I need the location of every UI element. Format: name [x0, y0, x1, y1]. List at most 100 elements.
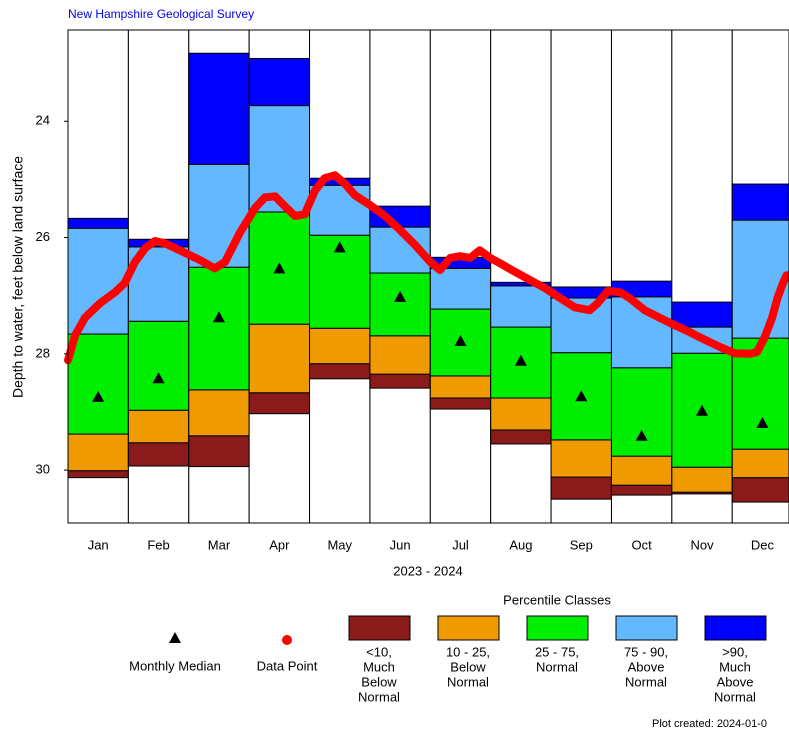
percentile-band: [309, 363, 371, 380]
legend-label: Normal: [625, 674, 667, 689]
x-tick-label: Dec: [751, 537, 775, 552]
median-marker: [92, 390, 105, 402]
chart-title: New Hampshire Geological Survey: [68, 7, 254, 21]
percentile-band: [731, 448, 789, 479]
percentile-band: [429, 267, 492, 310]
percentile-band: [731, 183, 789, 221]
percentile-band: [550, 476, 612, 500]
percentile-band: [188, 163, 250, 268]
plot-frame: [67, 29, 789, 524]
x-tick-label: Jul: [452, 537, 469, 552]
percentile-band: [248, 392, 311, 415]
x-tick-label: May: [327, 537, 352, 552]
percentile-band: [369, 335, 431, 375]
percentile-band: [610, 367, 673, 457]
percentile-band: [429, 375, 492, 399]
percentile-band: [188, 266, 250, 391]
legend-median-marker: [169, 632, 181, 643]
percentile-band: [67, 217, 129, 229]
percentile-band: [429, 397, 492, 410]
percentile-band: [127, 442, 190, 467]
percentile-band: [610, 455, 673, 486]
legend-label: Below: [450, 659, 486, 674]
percentile-band: [248, 105, 311, 213]
footer: Plot created: 2024-01-0: [652, 718, 767, 730]
data-point-line: [64, 171, 789, 365]
legend-label: Normal: [358, 689, 400, 704]
percentile-band: [248, 323, 311, 394]
median-marker: [514, 354, 527, 366]
median-marker: [635, 429, 648, 441]
legend-label: 25 - 75,: [535, 644, 579, 659]
legend-label: Normal: [447, 674, 489, 689]
x-tick-label: Nov: [690, 537, 714, 552]
median-marker: [333, 241, 346, 253]
legend-label: Above: [717, 674, 754, 689]
y-axis-label: Depth to water, feet below land surface: [10, 156, 26, 398]
percentile-band: [671, 466, 733, 493]
y-tick-label: 26: [36, 229, 50, 244]
x-tick-label: Mar: [208, 537, 231, 552]
x-tick-label: Aug: [509, 537, 532, 552]
y-tick-label: 28: [36, 345, 50, 360]
legend-label: <10,: [366, 644, 392, 659]
percentile-band: [490, 285, 552, 328]
percentile-band: [610, 484, 673, 496]
legend-label: Above: [628, 659, 665, 674]
legend-point-marker: [282, 635, 292, 645]
legend-title: Percentile Classes: [503, 592, 611, 607]
legend-label: Normal: [714, 689, 756, 704]
median-marker: [394, 290, 407, 302]
median-marker: [152, 372, 165, 384]
median-marker: [756, 417, 769, 429]
legend-swatch: [437, 615, 500, 641]
legend-label: Much: [363, 659, 395, 674]
legend-swatch: [615, 615, 678, 641]
percentile-band: [67, 227, 129, 335]
x-axis-label: 2023 - 2024: [393, 563, 462, 578]
legend-label: 10 - 25,: [446, 644, 490, 659]
percentile-band: [369, 272, 431, 337]
percentile-band: [369, 373, 431, 389]
percentile-band: [550, 439, 612, 478]
x-tick-label: Feb: [147, 537, 169, 552]
median-marker: [212, 311, 225, 323]
legend-label: Below: [361, 674, 397, 689]
legend-label: Monthly Median: [129, 658, 221, 673]
legend-label: Data Point: [257, 658, 318, 673]
percentile-band: [127, 409, 190, 444]
percentile-band: [127, 320, 190, 411]
percentile-band: [188, 52, 250, 165]
legend-label: Much: [719, 659, 751, 674]
percentile-band: [490, 397, 552, 431]
legend-label: 75 - 90,: [624, 644, 668, 659]
legend-swatch: [526, 615, 589, 641]
median-marker: [454, 335, 467, 347]
legend-label: Normal: [536, 659, 578, 674]
percentile-band: [67, 433, 129, 472]
percentile-band: [309, 327, 371, 365]
median-marker: [696, 404, 709, 416]
x-tick-label: Sep: [570, 537, 593, 552]
percentile-band: [490, 429, 552, 445]
legend-swatch: [704, 615, 767, 641]
percentile-band: [67, 470, 129, 479]
y-tick-label: 24: [36, 113, 50, 128]
percentile-band: [248, 57, 311, 107]
median-marker: [575, 390, 588, 402]
legend-label: >90,: [722, 644, 748, 659]
percentile-band: [731, 219, 789, 339]
percentile-band: [731, 477, 789, 503]
percentile-band: [309, 184, 371, 236]
x-tick-label: Oct: [632, 537, 653, 552]
x-tick-label: Jan: [88, 537, 109, 552]
percentile-band: [67, 333, 129, 435]
y-tick-label: 30: [36, 462, 50, 477]
median-marker: [273, 262, 286, 274]
percentile-band: [671, 301, 733, 328]
x-tick-label: Apr: [269, 537, 290, 552]
x-tick-label: Jun: [390, 537, 411, 552]
legend-swatch: [348, 615, 411, 641]
